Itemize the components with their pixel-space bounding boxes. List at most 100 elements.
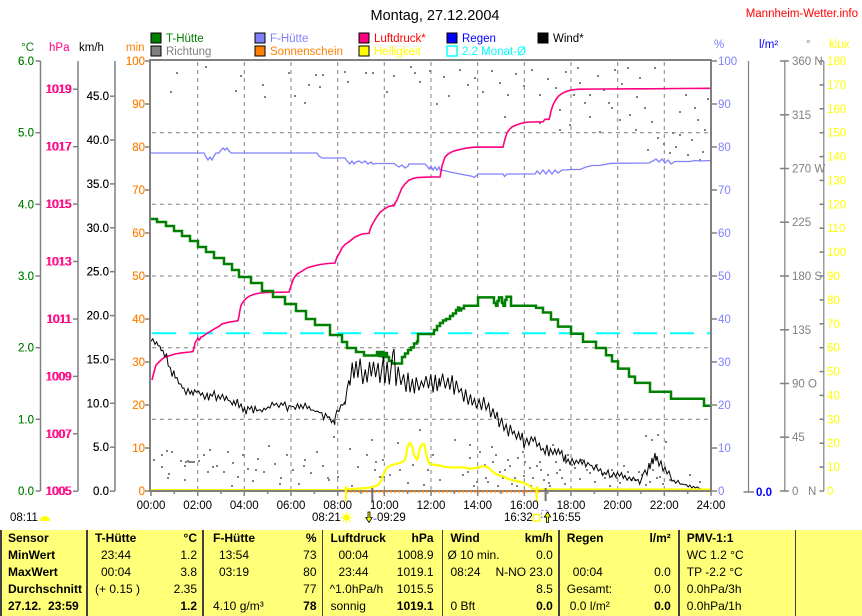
svg-text:1007: 1007: [45, 429, 71, 441]
svg-text:08:21: 08:21: [312, 512, 341, 524]
svg-text:0.0: 0.0: [93, 486, 109, 498]
svg-text:180 S: 180 S: [792, 271, 822, 283]
svg-text:1009: 1009: [46, 371, 72, 383]
svg-text:30.0: 30.0: [87, 223, 109, 235]
svg-text:30: 30: [718, 357, 731, 369]
svg-text:0: 0: [718, 486, 724, 498]
svg-text:10: 10: [827, 462, 840, 474]
svg-text:%: %: [714, 39, 724, 51]
svg-text:90: 90: [827, 271, 840, 283]
svg-text:90 O: 90 O: [792, 379, 817, 391]
svg-text:Mannheim-Wetter.info: Mannheim-Wetter.info: [746, 8, 858, 20]
svg-text:50: 50: [132, 271, 145, 283]
svg-text:10.0: 10.0: [87, 398, 109, 410]
svg-text:1007: 1007: [46, 429, 72, 441]
svg-text:60: 60: [132, 228, 145, 240]
svg-text:50: 50: [827, 367, 840, 379]
svg-text:60: 60: [718, 228, 731, 240]
svg-text:30: 30: [132, 357, 145, 369]
svg-text:100: 100: [126, 56, 145, 68]
svg-text:Regen: Regen: [462, 33, 496, 45]
svg-text:0 N: 0 N: [792, 486, 816, 498]
svg-text:4.0: 4.0: [18, 199, 34, 211]
svg-text:15.0: 15.0: [87, 355, 109, 367]
svg-text:6.0: 6.0: [18, 56, 34, 68]
svg-text:hPa: hPa: [49, 42, 70, 54]
svg-text:24:00: 24:00: [697, 500, 726, 512]
svg-text:22:00: 22:00: [650, 500, 679, 512]
svg-text:135: 135: [792, 325, 811, 337]
svg-text:10.0: 10.0: [87, 398, 109, 410]
svg-text:5.0: 5.0: [93, 442, 109, 454]
svg-text:0.0: 0.0: [18, 486, 34, 498]
svg-text:90: 90: [132, 99, 145, 111]
svg-text:1005: 1005: [45, 486, 71, 498]
svg-text:20.0: 20.0: [87, 311, 109, 323]
svg-text:70: 70: [827, 319, 840, 331]
svg-text:1005: 1005: [46, 486, 72, 498]
svg-text:270 W: 270 W: [792, 164, 825, 176]
svg-text:Richtung: Richtung: [166, 46, 211, 58]
svg-text:20: 20: [827, 438, 840, 450]
svg-text:12:00: 12:00: [417, 500, 446, 512]
svg-text:02:00: 02:00: [183, 500, 212, 512]
svg-text:1011: 1011: [46, 314, 71, 326]
svg-text:20:00: 20:00: [603, 500, 632, 512]
svg-text:70: 70: [132, 185, 145, 197]
svg-text:Wind*: Wind*: [553, 33, 584, 45]
svg-text:Helligkeit: Helligkeit: [374, 46, 421, 58]
svg-text:40: 40: [827, 390, 840, 402]
svg-text:°: °: [806, 39, 811, 51]
svg-text:F-Hütte: F-Hütte: [270, 33, 308, 45]
svg-text:80: 80: [132, 142, 145, 154]
svg-text:km/h: km/h: [79, 42, 104, 54]
svg-text:4.0: 4.0: [18, 199, 34, 211]
svg-text:110: 110: [827, 223, 845, 235]
svg-text:150: 150: [827, 128, 846, 140]
svg-text:16:32: 16:32: [504, 512, 533, 524]
svg-text:25.0: 25.0: [87, 267, 109, 279]
svg-text:16:00: 16:00: [510, 500, 539, 512]
svg-text:100: 100: [126, 56, 145, 68]
svg-text:35.0: 35.0: [87, 179, 109, 191]
svg-text:0.0: 0.0: [18, 486, 34, 498]
svg-text:09:29: 09:29: [377, 512, 406, 524]
svg-text:5.0: 5.0: [18, 128, 34, 140]
svg-text:20.0: 20.0: [87, 311, 109, 323]
svg-text:00:00: 00:00: [137, 500, 166, 512]
svg-text:°C: °C: [21, 42, 34, 54]
svg-text:30: 30: [132, 357, 145, 369]
svg-text:100: 100: [827, 247, 846, 259]
svg-text:45: 45: [792, 432, 805, 444]
svg-text:130: 130: [827, 175, 846, 187]
svg-text:Luftdruck*: Luftdruck*: [374, 33, 426, 45]
svg-text:T-Hütte: T-Hütte: [166, 33, 204, 45]
svg-text:10: 10: [132, 443, 145, 455]
svg-text:1011: 1011: [47, 314, 72, 326]
svg-text:5.0: 5.0: [18, 128, 34, 140]
svg-text:40: 40: [132, 314, 145, 326]
svg-text:20: 20: [132, 400, 145, 412]
svg-text:Montag, 27.12.2004: Montag, 27.12.2004: [371, 8, 500, 24]
svg-text:2.0: 2.0: [18, 343, 34, 355]
svg-text:225: 225: [792, 217, 811, 229]
svg-text:1013: 1013: [46, 257, 72, 269]
svg-text:1.0: 1.0: [18, 414, 34, 426]
svg-text:90: 90: [132, 99, 145, 111]
svg-text:0: 0: [827, 486, 833, 498]
svg-text:14:00: 14:00: [463, 500, 492, 512]
svg-text:315: 315: [792, 110, 811, 122]
svg-text:25.0: 25.0: [87, 267, 109, 279]
svg-text:45.0: 45.0: [87, 91, 109, 103]
svg-text:08:00: 08:00: [323, 500, 352, 512]
svg-text:04:00: 04:00: [230, 500, 259, 512]
svg-text:140: 140: [827, 152, 846, 164]
svg-text:0.0: 0.0: [756, 487, 772, 499]
svg-text:80: 80: [132, 142, 145, 154]
svg-text:50: 50: [132, 271, 145, 283]
svg-text:60: 60: [827, 343, 840, 355]
svg-text:3.0: 3.0: [18, 271, 34, 283]
svg-text:1015: 1015: [46, 199, 72, 211]
svg-text:0: 0: [139, 486, 145, 498]
svg-text:160: 160: [827, 104, 846, 116]
